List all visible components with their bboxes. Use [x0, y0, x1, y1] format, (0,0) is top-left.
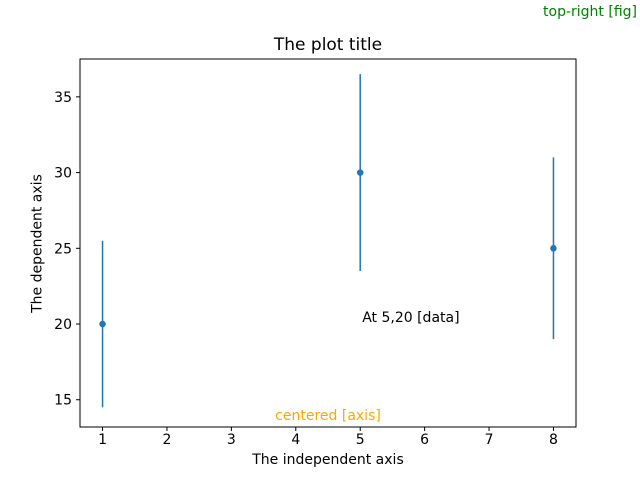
axes-spines [79, 58, 577, 428]
x-tick-label: 2 [163, 432, 172, 448]
data-point-annotation: At 5,20 [data] [362, 310, 460, 327]
x-tick-label: 5 [356, 432, 365, 448]
x-tick-label: 1 [98, 432, 107, 448]
data-point-marker [550, 245, 557, 252]
x-tick-label: 7 [485, 432, 494, 448]
axis-annotation-centered: centered [axis] [275, 408, 381, 424]
x-tick-label: 8 [549, 432, 558, 448]
x-tick-label: 4 [291, 432, 300, 448]
data-point-marker [99, 320, 106, 328]
x-tick-label: 6 [420, 432, 429, 448]
y-tick-label: 35 [54, 90, 72, 106]
data-point-marker [356, 169, 364, 176]
y-tick-label: 25 [54, 241, 72, 257]
chart-title: The plot title [273, 35, 383, 55]
y-tick-label: 15 [54, 393, 72, 409]
y-tick-label: 20 [54, 317, 72, 333]
x-axis-label: The independent axis [252, 452, 404, 468]
figure-annotation-top-right: top-right [fig] [543, 4, 637, 20]
x-tick-label: 3 [227, 432, 236, 448]
y-tick-label: 30 [54, 166, 72, 182]
y-axis-label: The dependent axis [29, 174, 46, 313]
